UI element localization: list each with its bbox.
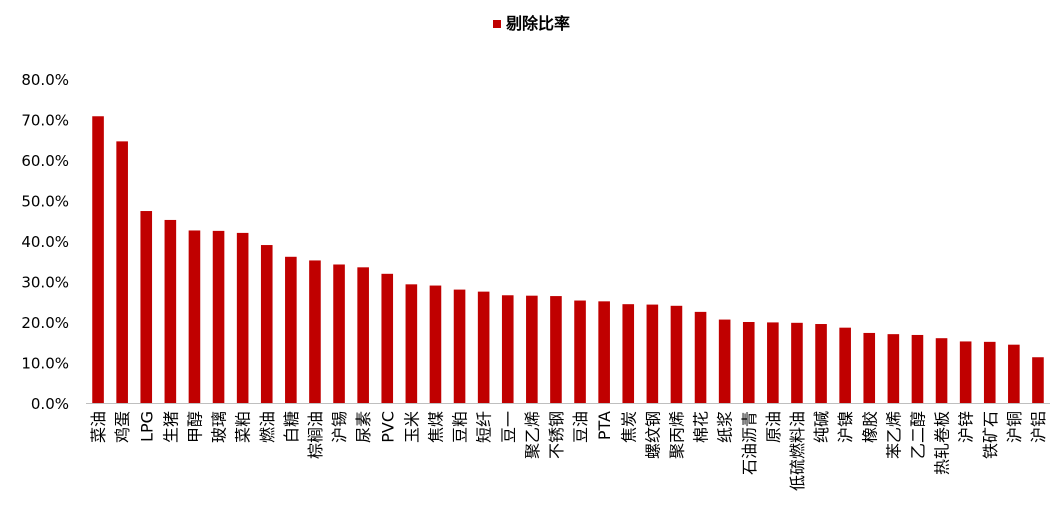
bar [501,295,514,403]
bar [1032,357,1044,403]
x-tick-label: 白糖 [282,411,301,443]
bar [381,273,394,403]
x-tick-label: 橡胶 [860,411,879,443]
x-tick-label: LPG [137,411,156,442]
x-tick-label: 棕榈油 [306,411,325,459]
bar [863,332,876,403]
bar [718,319,731,403]
x-tick-label: 螺纹钢 [643,411,662,459]
x-axis-labels: 菜油 鸡蛋 LPG 生猪 甲醇 玻璃 菜粕 燃油 白糖 棕榈油 沪锡 尿素 PVC 玉米 焦煤 豆粕 短纤 豆一聚… [89,411,1048,491]
bar [260,245,273,403]
x-tick-label: 纯碱 [812,411,831,443]
y-tick-label: 80.0% [21,71,69,89]
bar [212,230,225,404]
x-tick-label: 热轧卷板 [933,411,952,475]
x-tick-label: 沪锌 [957,411,976,443]
y-tick-label: 40.0% [21,233,69,251]
bar [959,341,972,403]
bar [236,232,249,403]
bar [935,338,948,403]
bar [622,304,635,403]
x-tick-label: 沪铝 [1029,411,1048,443]
x-tick-label: 鸡蛋 [113,411,132,443]
bar [92,116,104,403]
x-tick-label: PVC [378,411,397,443]
bar [742,322,755,403]
x-tick-label: 尿素 [354,411,373,443]
legend-label: 剔除比率 [505,14,570,33]
x-tick-label: 铁矿石 [981,411,1000,459]
y-tick-label: 0.0% [31,395,69,413]
x-tick-label: 沪铜 [1005,411,1024,443]
x-tick-label: 沪锡 [330,411,349,443]
bar [598,301,610,403]
x-tick-label: 生猪 [161,411,180,443]
y-tick-label: 60.0% [21,152,69,170]
bar [285,256,297,403]
x-tick-label: 玻璃 [210,411,229,443]
bars [92,116,1044,404]
x-tick-label: 豆粕 [451,411,470,443]
x-tick-label: 沪镍 [836,411,855,443]
bar [767,322,779,403]
bar [791,322,803,403]
bar [188,230,201,403]
y-tick-label: 20.0% [21,314,69,332]
bar [429,285,442,403]
bar [140,211,153,403]
bar [164,219,177,403]
x-tick-label: 石油沥青 [740,411,759,475]
legend: 剔除比率 [493,14,570,33]
x-tick-label: 低硫燃料油 [788,411,807,491]
x-tick-label: 苯乙烯 [884,411,903,459]
x-tick-label: 聚乙烯 [523,411,542,459]
bar [646,304,659,403]
bar [815,324,827,403]
x-tick-label: 不锈钢 [547,411,566,459]
bar [911,334,924,403]
bar [574,300,586,403]
bar [550,296,562,403]
x-tick-label: 纸浆 [716,411,735,443]
bar [477,291,490,404]
bar [116,141,128,403]
bar [839,327,851,403]
y-axis-ticks: 0.0% 10.0% 20.0% 30.0% 40.0% 50.0% 60.0% 70.0% 8… [21,71,69,413]
x-tick-label: 棉花 [692,411,711,443]
y-tick-label: 10.0% [21,355,69,373]
bar [694,311,707,404]
bar [357,267,369,403]
x-tick-label: 菜油 [89,411,108,443]
y-tick-label: 30.0% [21,274,69,292]
y-tick-label: 70.0% [21,112,69,130]
x-tick-label: PTA [595,411,614,440]
x-tick-label: 乙二醇 [908,411,927,459]
x-tick-label: 焦煤 [426,411,445,443]
x-tick-label: 燃油 [258,411,277,443]
legend-marker [493,20,501,28]
bar [309,260,321,403]
x-tick-label: 豆油 [571,411,590,443]
x-tick-label: 焦炭 [619,411,638,443]
x-tick-label: 玉米 [402,411,421,443]
x-tick-label: 原油 [764,411,783,443]
bar [983,341,996,403]
x-tick-label: 豆一 [499,411,518,443]
bar [333,264,345,403]
y-tick-label: 50.0% [21,193,69,211]
x-tick-label: 聚丙烯 [667,411,686,459]
bar [670,305,683,403]
x-tick-label: 短纤 [475,411,494,443]
bar [405,284,418,403]
bar [887,334,900,403]
x-tick-label: 菜粕 [234,411,253,443]
x-tick-label: 甲醇 [185,411,204,443]
bar [1008,344,1020,403]
bar [526,295,538,403]
bar [453,289,466,403]
